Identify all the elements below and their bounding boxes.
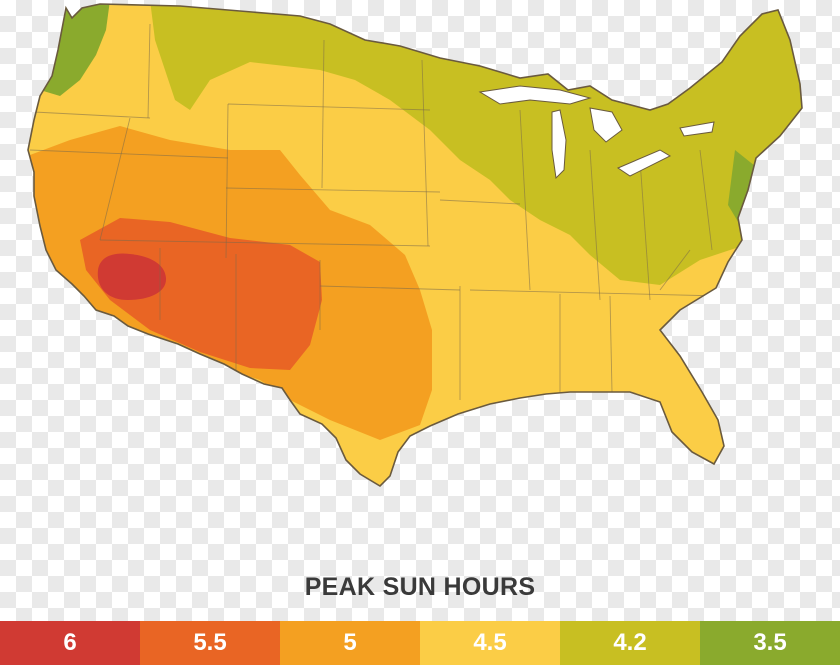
lake-ontario xyxy=(679,121,715,137)
legend-item: 4.2 xyxy=(560,621,700,665)
zone-6-desert xyxy=(97,253,167,300)
us-outline xyxy=(27,3,803,488)
lake-superior xyxy=(478,85,592,105)
legend-item: 5 xyxy=(280,621,420,665)
legend-item-label: 5 xyxy=(343,629,357,656)
lake-michigan xyxy=(551,109,567,180)
lake-erie xyxy=(616,149,672,177)
peak-sun-zones xyxy=(28,4,802,486)
legend-item: 5.5 xyxy=(140,621,280,665)
legend-item: 6 xyxy=(0,621,140,665)
legend-item-label: 4.5 xyxy=(473,629,507,656)
great-lakes xyxy=(478,85,715,180)
legend-bar: 6 5.5 5 4.5 4.2 3.5 xyxy=(0,621,840,665)
legend-item: 3.5 xyxy=(700,621,840,665)
legend-item-label: 3.5 xyxy=(753,629,787,656)
lake-huron xyxy=(589,107,623,143)
legend-title: PEAK SUN HOURS xyxy=(304,573,536,601)
legend-item-label: 6 xyxy=(63,629,77,656)
legend-item-label: 5.5 xyxy=(193,629,227,656)
legend-item: 4.5 xyxy=(420,621,560,665)
state-borders xyxy=(29,23,721,400)
us-solar-map xyxy=(27,3,803,488)
legend-item-label: 4.2 xyxy=(613,629,647,656)
